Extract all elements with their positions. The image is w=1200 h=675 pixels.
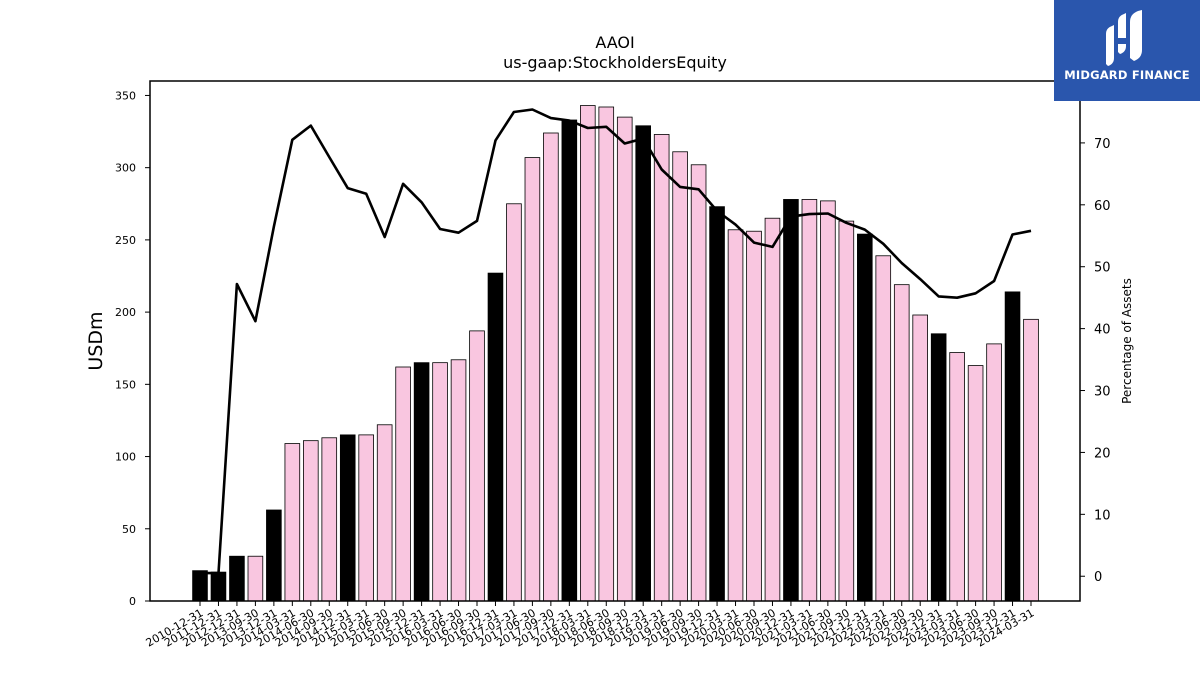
bar (764, 217, 781, 602)
bar (672, 151, 688, 602)
bar (912, 314, 928, 602)
y-tick-label: 0 (129, 595, 136, 608)
bar (967, 365, 984, 602)
bar (413, 362, 430, 602)
y-tick-label: 100 (115, 451, 136, 464)
bar (266, 509, 282, 602)
bar (339, 434, 356, 602)
bar (561, 119, 578, 602)
y-tick-label: 300 (115, 162, 136, 175)
bar (1004, 291, 1021, 602)
y2-tick-label: 10 (1094, 508, 1111, 523)
bar (1023, 318, 1039, 602)
bar (450, 359, 467, 602)
y-tick-label: 200 (115, 306, 136, 319)
bar (653, 134, 670, 602)
bar (303, 440, 319, 602)
bar (580, 105, 596, 602)
bar (395, 366, 411, 602)
bar (746, 230, 762, 602)
y-tick-label: 250 (115, 234, 136, 247)
bar (635, 125, 651, 602)
y-tick-label: 150 (115, 378, 136, 391)
bar (358, 434, 374, 602)
bar (229, 555, 245, 602)
bar (469, 330, 485, 602)
bar (875, 255, 892, 602)
y2-axis: 0 10 20 30 40 50 60 70 (1080, 137, 1111, 585)
bar (783, 199, 799, 602)
bar (487, 272, 504, 602)
y2-tick-label: 20 (1094, 446, 1111, 461)
bar (986, 343, 1002, 602)
y-axis: 0 50 100 150 200 250 300 350 (115, 89, 150, 608)
bar (820, 200, 836, 602)
bar (690, 164, 707, 602)
bar (247, 555, 264, 602)
y2-axis-label: Percentage of Assets (1120, 278, 1134, 404)
chart-subtitle: us-gaap:StockholdersEquity (503, 53, 727, 72)
y-tick-label: 50 (122, 523, 136, 536)
bar (376, 424, 393, 602)
x-axis: 2010-12-312011-12-312012-12-312013-09-30… (144, 601, 1037, 650)
y2-tick-label: 70 (1094, 137, 1111, 152)
logo-badge: MIDGARD FINANCE (1054, 0, 1200, 101)
bar (616, 116, 633, 602)
bar (801, 199, 818, 602)
bar (192, 570, 208, 602)
bar (321, 437, 338, 602)
line-group (200, 108, 1032, 575)
y-axis-label: USDm (85, 311, 107, 370)
midgard-logo-icon (1106, 10, 1142, 66)
y2-tick-label: 50 (1094, 261, 1111, 276)
plot-frame (149, 80, 1081, 602)
line-series (200, 108, 1032, 575)
y2-tick-label: 60 (1094, 199, 1111, 214)
bar (524, 157, 541, 602)
bar (857, 233, 873, 602)
bars-group (192, 105, 1039, 602)
y2-tick-label: 30 (1094, 385, 1111, 400)
bar (893, 284, 910, 602)
bar (598, 106, 615, 602)
y2-tick-label: 40 (1094, 323, 1111, 338)
bar (432, 362, 448, 602)
bar (210, 571, 227, 602)
y-tick-label: 350 (115, 89, 136, 102)
bar (949, 352, 965, 602)
bar (727, 229, 744, 602)
logo-text: MIDGARD FINANCE (1064, 68, 1190, 82)
y2-tick-label: 0 (1094, 570, 1102, 585)
bar (506, 203, 522, 602)
chart-title: AAOI (595, 33, 634, 52)
bar (543, 132, 559, 602)
bar (709, 206, 725, 602)
bar (838, 220, 855, 602)
bar (930, 333, 947, 602)
bar (284, 443, 301, 602)
